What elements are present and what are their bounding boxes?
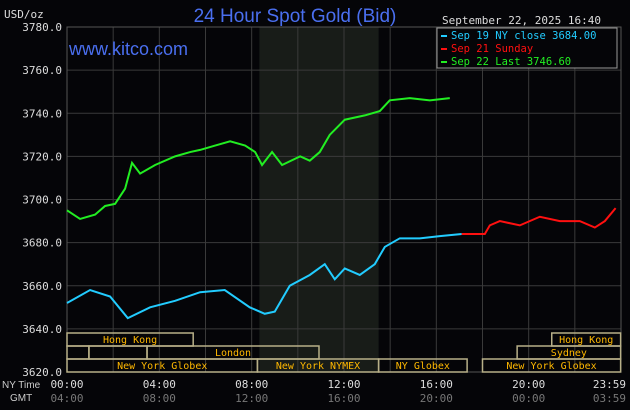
legend-box: [436, 27, 618, 69]
y-tick-label: 3740.0: [22, 107, 62, 120]
session-box: [551, 332, 622, 347]
x-tick-gmt: 03:59: [593, 392, 626, 405]
kitco-watermark: www.kitco.com: [68, 39, 188, 59]
legend-entry: Sep 19 NY close 3684.00: [451, 30, 596, 42]
legend-entry: Sep 22 Last 3746.60: [451, 56, 571, 68]
legend-entry: Sep 21 Sunday: [451, 43, 533, 55]
y-tick-label: 3640.0: [22, 323, 62, 336]
y-tick-label: 3720.0: [22, 150, 62, 163]
session-box: [88, 345, 148, 360]
x-tick-ny: 20:00: [512, 378, 545, 391]
x-tick-ny: 12:00: [327, 378, 360, 391]
price-line-series-1: [66, 233, 462, 320]
session-label: London: [215, 348, 251, 359]
y-tick-label: 3700.0: [22, 194, 62, 207]
x-tick-ny: 04:00: [143, 378, 176, 391]
x-tick-gmt: 12:00: [235, 392, 268, 405]
timestamp: September 22, 2025 16:40: [442, 14, 601, 27]
x-tick-gmt: 04:00: [50, 392, 83, 405]
session-label: New York NYMEX: [276, 361, 360, 372]
y-tick-label: 3680.0: [22, 237, 62, 250]
session-label: NY Globex: [396, 361, 450, 372]
chart-title: 24 Hour Spot Gold (Bid): [194, 6, 397, 27]
y-tick-label: 3780.0: [22, 21, 62, 34]
x-tick-ny: 23:59: [593, 378, 626, 391]
session-label: Hong Kong: [103, 335, 157, 346]
session-label: Hong Kong: [559, 335, 613, 346]
session-box: [377, 358, 468, 373]
x-tick-gmt: 00:00: [512, 392, 545, 405]
x-tick-gmt: 08:00: [143, 392, 176, 405]
x-tick-gmt: 16:00: [327, 392, 360, 405]
session-box: [66, 345, 90, 360]
session-label: New York Globex: [506, 361, 596, 372]
x-tick-ny: 00:00: [50, 378, 83, 391]
ny-time-label: NY Time: [2, 380, 41, 391]
y-axis-unit-label: USD/oz: [4, 8, 44, 21]
gmt-label: GMT: [10, 393, 32, 404]
y-tick-label: 3620.0: [22, 366, 62, 379]
price-line-series-2: [461, 207, 617, 235]
y-tick-label: 3660.0: [22, 280, 62, 293]
x-tick-ny: 16:00: [420, 378, 453, 391]
x-tick-gmt: 20:00: [420, 392, 453, 405]
y-tick-label: 3760.0: [22, 64, 62, 77]
session-label: Sydney: [551, 348, 587, 359]
session-label: New York Globex: [117, 361, 207, 372]
price-line-series-3: [66, 97, 450, 220]
x-tick-ny: 08:00: [235, 378, 268, 391]
